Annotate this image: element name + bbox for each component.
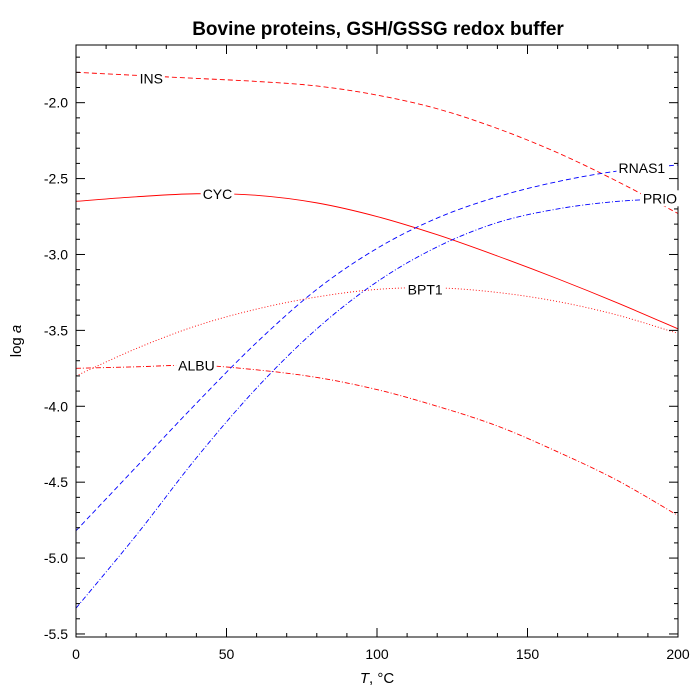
x-tick-label: 200	[666, 646, 690, 662]
series-line-cyc	[76, 193, 678, 330]
plot-area	[76, 71, 678, 609]
series-label-bg-ins	[137, 70, 165, 87]
y-axis-label-italic: a	[8, 325, 25, 333]
y-axis-label: log a	[8, 325, 25, 358]
x-tick-label: 0	[72, 646, 80, 662]
y-tick-label: -5.0	[44, 550, 68, 566]
chart-title: Bovine proteins, GSH/GSSG redox buffer	[192, 19, 564, 40]
x-axis: 0 50 100 150 200	[72, 45, 690, 662]
y-tick-label: -4.5	[44, 474, 68, 490]
series-label-bg-albu	[176, 357, 217, 374]
series-label-bg-bpt1	[405, 281, 445, 298]
x-tick-label: 50	[219, 646, 235, 662]
y-tick-label: -5.5	[44, 626, 68, 642]
series-line-bpt1	[76, 287, 678, 377]
y-tick-label: -4.0	[44, 398, 68, 414]
y-axis: -2.0 -2.5 -3.0 -3.5 -4.0 -4.5 -5.0 -5.5	[44, 56, 678, 642]
x-axis-label-rest: , °C	[369, 670, 394, 687]
series-label-bpt1: BPT1	[408, 281, 443, 297]
series-line-albu	[76, 364, 678, 516]
series-label-bg-prio	[640, 190, 680, 207]
y-tick-label: -2.5	[44, 171, 68, 187]
series-label-rnas1: RNAS1	[619, 160, 666, 176]
x-tick-label: 100	[365, 646, 389, 662]
series-label-ins: INS	[140, 70, 163, 86]
x-axis-label-italic: T	[360, 670, 371, 687]
x-axis-label: T, °C	[360, 670, 395, 687]
series-label-albu: ALBU	[178, 357, 215, 373]
series-label-prio: PRIO	[643, 190, 677, 206]
series-line-ins	[76, 71, 678, 214]
series-label-bg-rnas1	[616, 159, 668, 176]
series-label-cyc: CYC	[203, 186, 233, 202]
x-tick-label: 150	[516, 646, 540, 662]
y-tick-label: -3.0	[44, 246, 68, 262]
y-axis-label-plain: log	[8, 333, 25, 357]
series-line-rnas1	[76, 164, 678, 532]
y-tick-label: -2.0	[44, 95, 68, 111]
y-tick-label: -3.5	[44, 322, 68, 338]
series-label-bg-cyc	[200, 185, 235, 202]
